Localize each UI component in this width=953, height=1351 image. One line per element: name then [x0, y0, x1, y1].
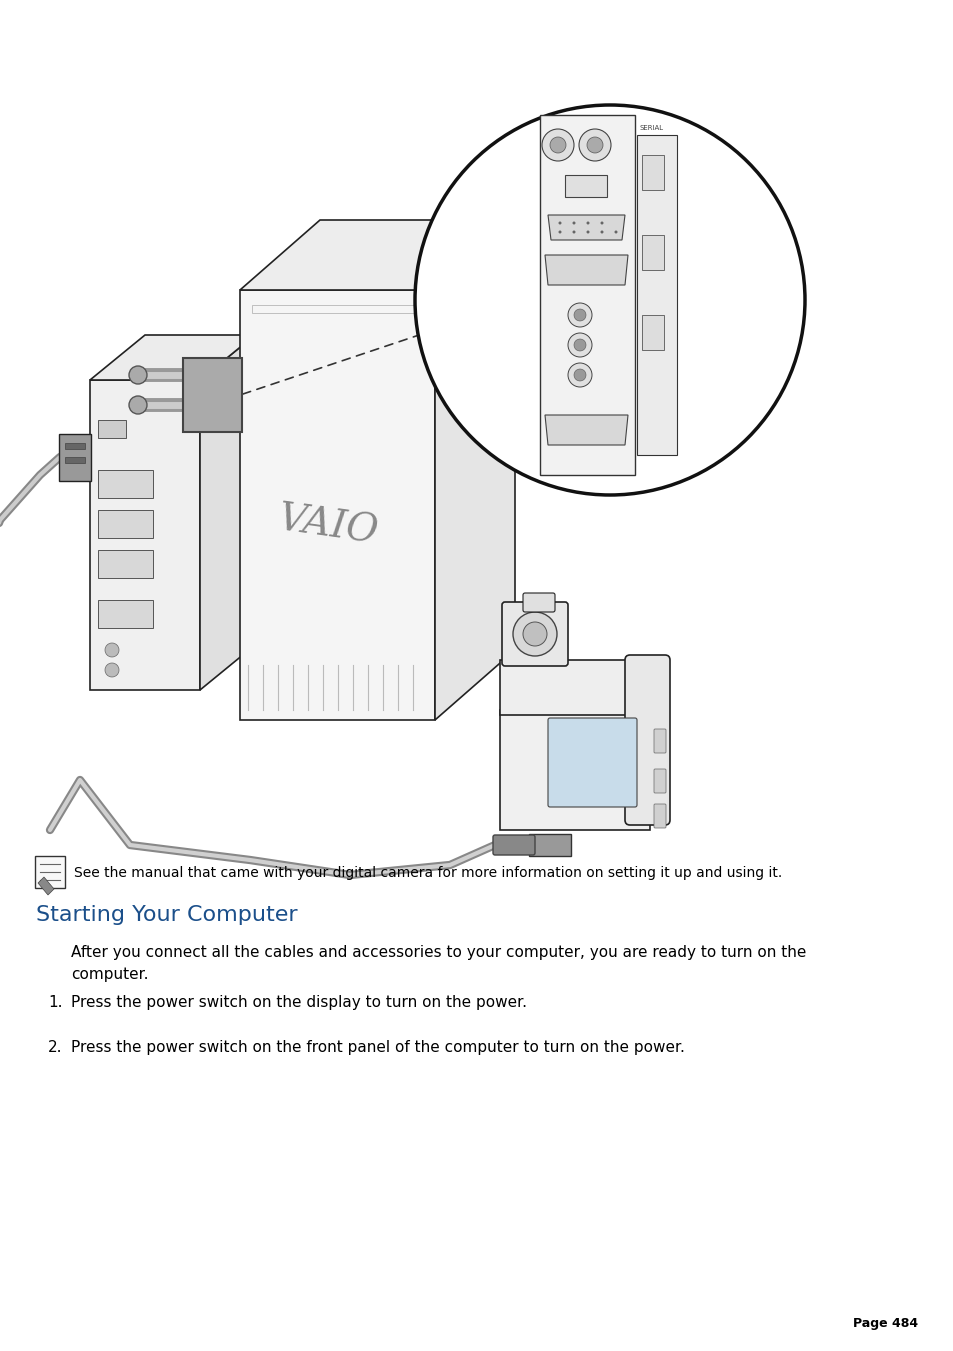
Bar	[539, 115, 635, 476]
Circle shape	[572, 222, 575, 224]
Circle shape	[558, 231, 561, 234]
Circle shape	[586, 136, 602, 153]
Bar	[641, 315, 663, 350]
FancyBboxPatch shape	[522, 593, 555, 612]
Polygon shape	[544, 255, 627, 285]
Text: 2.: 2.	[48, 1040, 63, 1055]
Polygon shape	[499, 661, 649, 715]
Text: Starting Your Computer: Starting Your Computer	[36, 905, 297, 925]
Bar	[252, 305, 422, 313]
Bar	[98, 420, 126, 438]
Circle shape	[599, 231, 603, 234]
Circle shape	[558, 222, 561, 224]
Circle shape	[129, 366, 147, 384]
Bar	[98, 509, 152, 538]
Polygon shape	[38, 877, 54, 894]
Text: SERIAL: SERIAL	[639, 126, 663, 131]
Polygon shape	[544, 415, 627, 444]
Circle shape	[574, 339, 585, 351]
Polygon shape	[240, 220, 515, 290]
Text: See the manual that came with your digital camera for more information on settin: See the manual that came with your digit…	[74, 866, 781, 880]
FancyBboxPatch shape	[529, 834, 571, 857]
FancyBboxPatch shape	[35, 857, 65, 888]
Circle shape	[574, 309, 585, 322]
Circle shape	[614, 231, 617, 234]
FancyBboxPatch shape	[654, 804, 665, 828]
FancyBboxPatch shape	[501, 603, 567, 666]
Bar	[65, 443, 85, 449]
Circle shape	[574, 369, 585, 381]
Polygon shape	[200, 335, 254, 690]
Bar	[98, 600, 152, 628]
Bar	[98, 550, 152, 578]
Bar	[564, 176, 606, 197]
Circle shape	[567, 303, 592, 327]
Circle shape	[599, 222, 603, 224]
Polygon shape	[499, 711, 649, 830]
Text: After you connect all the cables and accessories to your computer, you are ready: After you connect all the cables and acc…	[71, 944, 805, 961]
Text: computer.: computer.	[71, 967, 149, 982]
Circle shape	[513, 612, 557, 657]
FancyBboxPatch shape	[654, 769, 665, 793]
FancyBboxPatch shape	[547, 717, 637, 807]
Bar	[637, 135, 677, 455]
Circle shape	[105, 663, 119, 677]
Polygon shape	[240, 290, 435, 720]
Text: Page 484: Page 484	[852, 1317, 917, 1329]
Text: 1.: 1.	[48, 994, 63, 1011]
Bar	[641, 235, 663, 270]
Bar	[98, 470, 152, 499]
Circle shape	[567, 332, 592, 357]
Text: Press the power switch on the display to turn on the power.: Press the power switch on the display to…	[71, 994, 526, 1011]
FancyBboxPatch shape	[183, 358, 242, 432]
FancyBboxPatch shape	[493, 835, 535, 855]
Polygon shape	[90, 380, 200, 690]
Bar	[65, 457, 85, 463]
Circle shape	[586, 222, 589, 224]
Circle shape	[567, 363, 592, 386]
Circle shape	[522, 621, 546, 646]
Polygon shape	[435, 220, 515, 720]
Text: VAIO: VAIO	[274, 501, 380, 551]
Bar	[641, 155, 663, 190]
Circle shape	[415, 105, 804, 494]
Circle shape	[105, 643, 119, 657]
Circle shape	[550, 136, 565, 153]
Circle shape	[572, 231, 575, 234]
Circle shape	[578, 128, 610, 161]
Circle shape	[586, 231, 589, 234]
FancyBboxPatch shape	[654, 730, 665, 753]
FancyBboxPatch shape	[624, 655, 669, 825]
Text: Press the power switch on the front panel of the computer to turn on the power.: Press the power switch on the front pane…	[71, 1040, 684, 1055]
FancyBboxPatch shape	[59, 434, 91, 481]
Circle shape	[129, 396, 147, 413]
Circle shape	[541, 128, 574, 161]
Polygon shape	[90, 335, 254, 380]
Polygon shape	[547, 215, 624, 240]
